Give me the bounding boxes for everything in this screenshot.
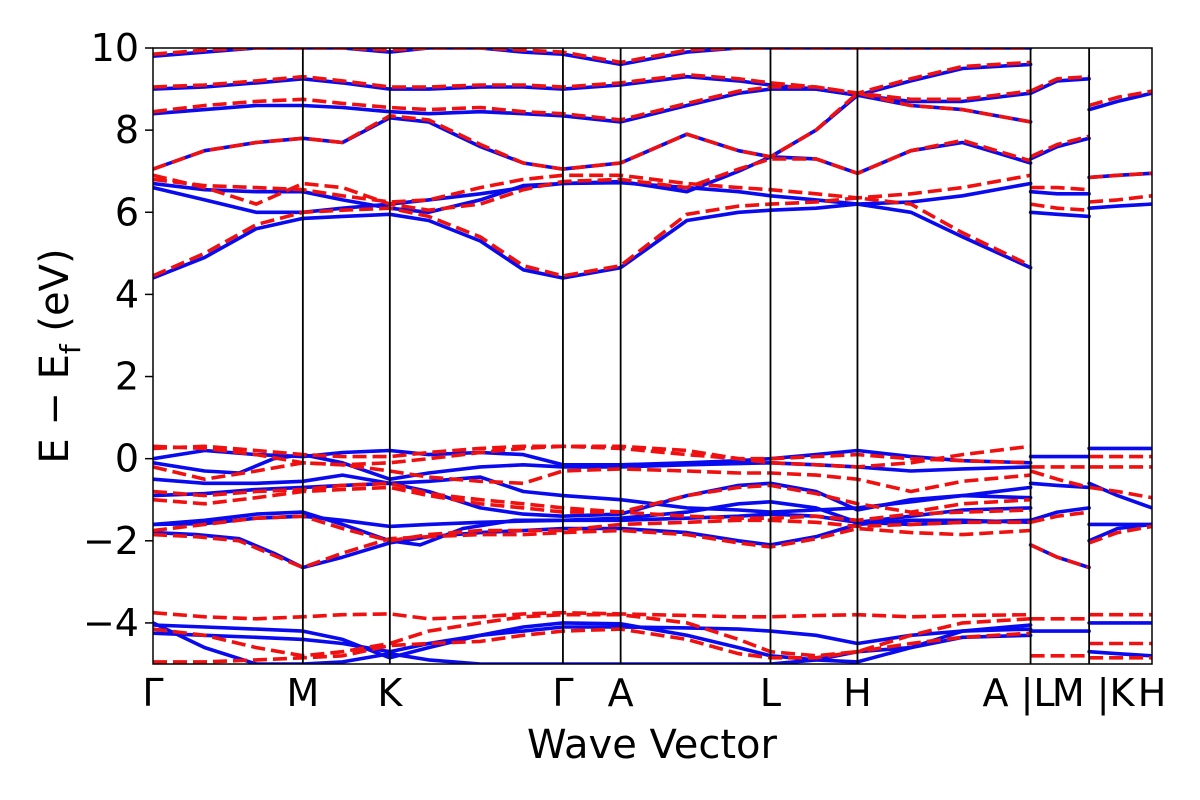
solid-band-31 — [1087, 202, 1152, 210]
solid-band-20 — [1028, 481, 1091, 490]
y-tick-label-4: 2 — [115, 355, 139, 399]
y-axis-label-units-spacer — [32, 332, 78, 345]
dashed-band-18 — [1029, 543, 1090, 570]
solid-band-23 — [1028, 189, 1091, 196]
x-tick-label-1: Γ — [142, 671, 163, 715]
x-tick-label-6: L — [760, 671, 781, 715]
solid-band-35 — [1087, 649, 1152, 658]
kpoint-lines — [301, 48, 1091, 664]
dashed-band-33 — [1088, 171, 1152, 180]
dashed-band-25 — [1029, 74, 1090, 93]
x-tick-label-4: Γ — [552, 671, 573, 715]
y-tick-label-2: −2 — [83, 519, 139, 563]
solid-band-19 — [1028, 506, 1091, 523]
dashed-band-22 — [1030, 202, 1090, 212]
dashed-band-28 — [1088, 524, 1152, 545]
y-axis-label-subscript: f — [54, 343, 87, 354]
x-tick-label-9: M |K — [1052, 671, 1136, 716]
x-tick-label-5: A — [608, 671, 634, 715]
x-tick-label-10: H — [1138, 671, 1167, 715]
solid-band-33 — [1087, 91, 1152, 112]
dashed-band-29 — [1088, 485, 1152, 500]
dashed-band-23 — [1030, 185, 1090, 192]
solid-band-25 — [1028, 77, 1091, 95]
dashed-band-20 — [1030, 469, 1090, 490]
solid-band-22 — [1028, 210, 1091, 219]
y-axis-label-units: (eV) — [32, 248, 78, 331]
plot-frame — [152, 47, 1153, 665]
dashed-band-34 — [1088, 89, 1152, 108]
dashed-band-4 — [153, 526, 1031, 570]
y-tick-label-7: 8 — [115, 108, 139, 152]
y-axis-label-main: E − E — [32, 354, 78, 464]
dashed-band-24 — [1029, 134, 1090, 159]
x-tick-label-7: H — [843, 671, 872, 715]
y-tick-label-6: 6 — [115, 190, 139, 234]
x-tick-label-8: A |L — [983, 671, 1055, 716]
x-tick-label-3: K — [377, 671, 403, 715]
y-tick-label-3: 0 — [115, 437, 139, 481]
y-axis-ticks: −4 −2 0 2 4 6 8 10 — [83, 26, 153, 645]
y-axis-label: E − Ef (eV) — [32, 248, 87, 463]
x-axis-label: Wave Vector — [527, 722, 778, 768]
dashed-band-32 — [1088, 194, 1152, 204]
y-tick-label-5: 4 — [115, 272, 139, 316]
solid-band-24 — [1028, 136, 1091, 161]
dashed-band-19 — [1030, 510, 1090, 525]
y-tick-label-8: 10 — [91, 26, 139, 70]
y-tick-label-1: −4 — [83, 601, 139, 645]
x-tick-label-2: M — [286, 671, 319, 715]
